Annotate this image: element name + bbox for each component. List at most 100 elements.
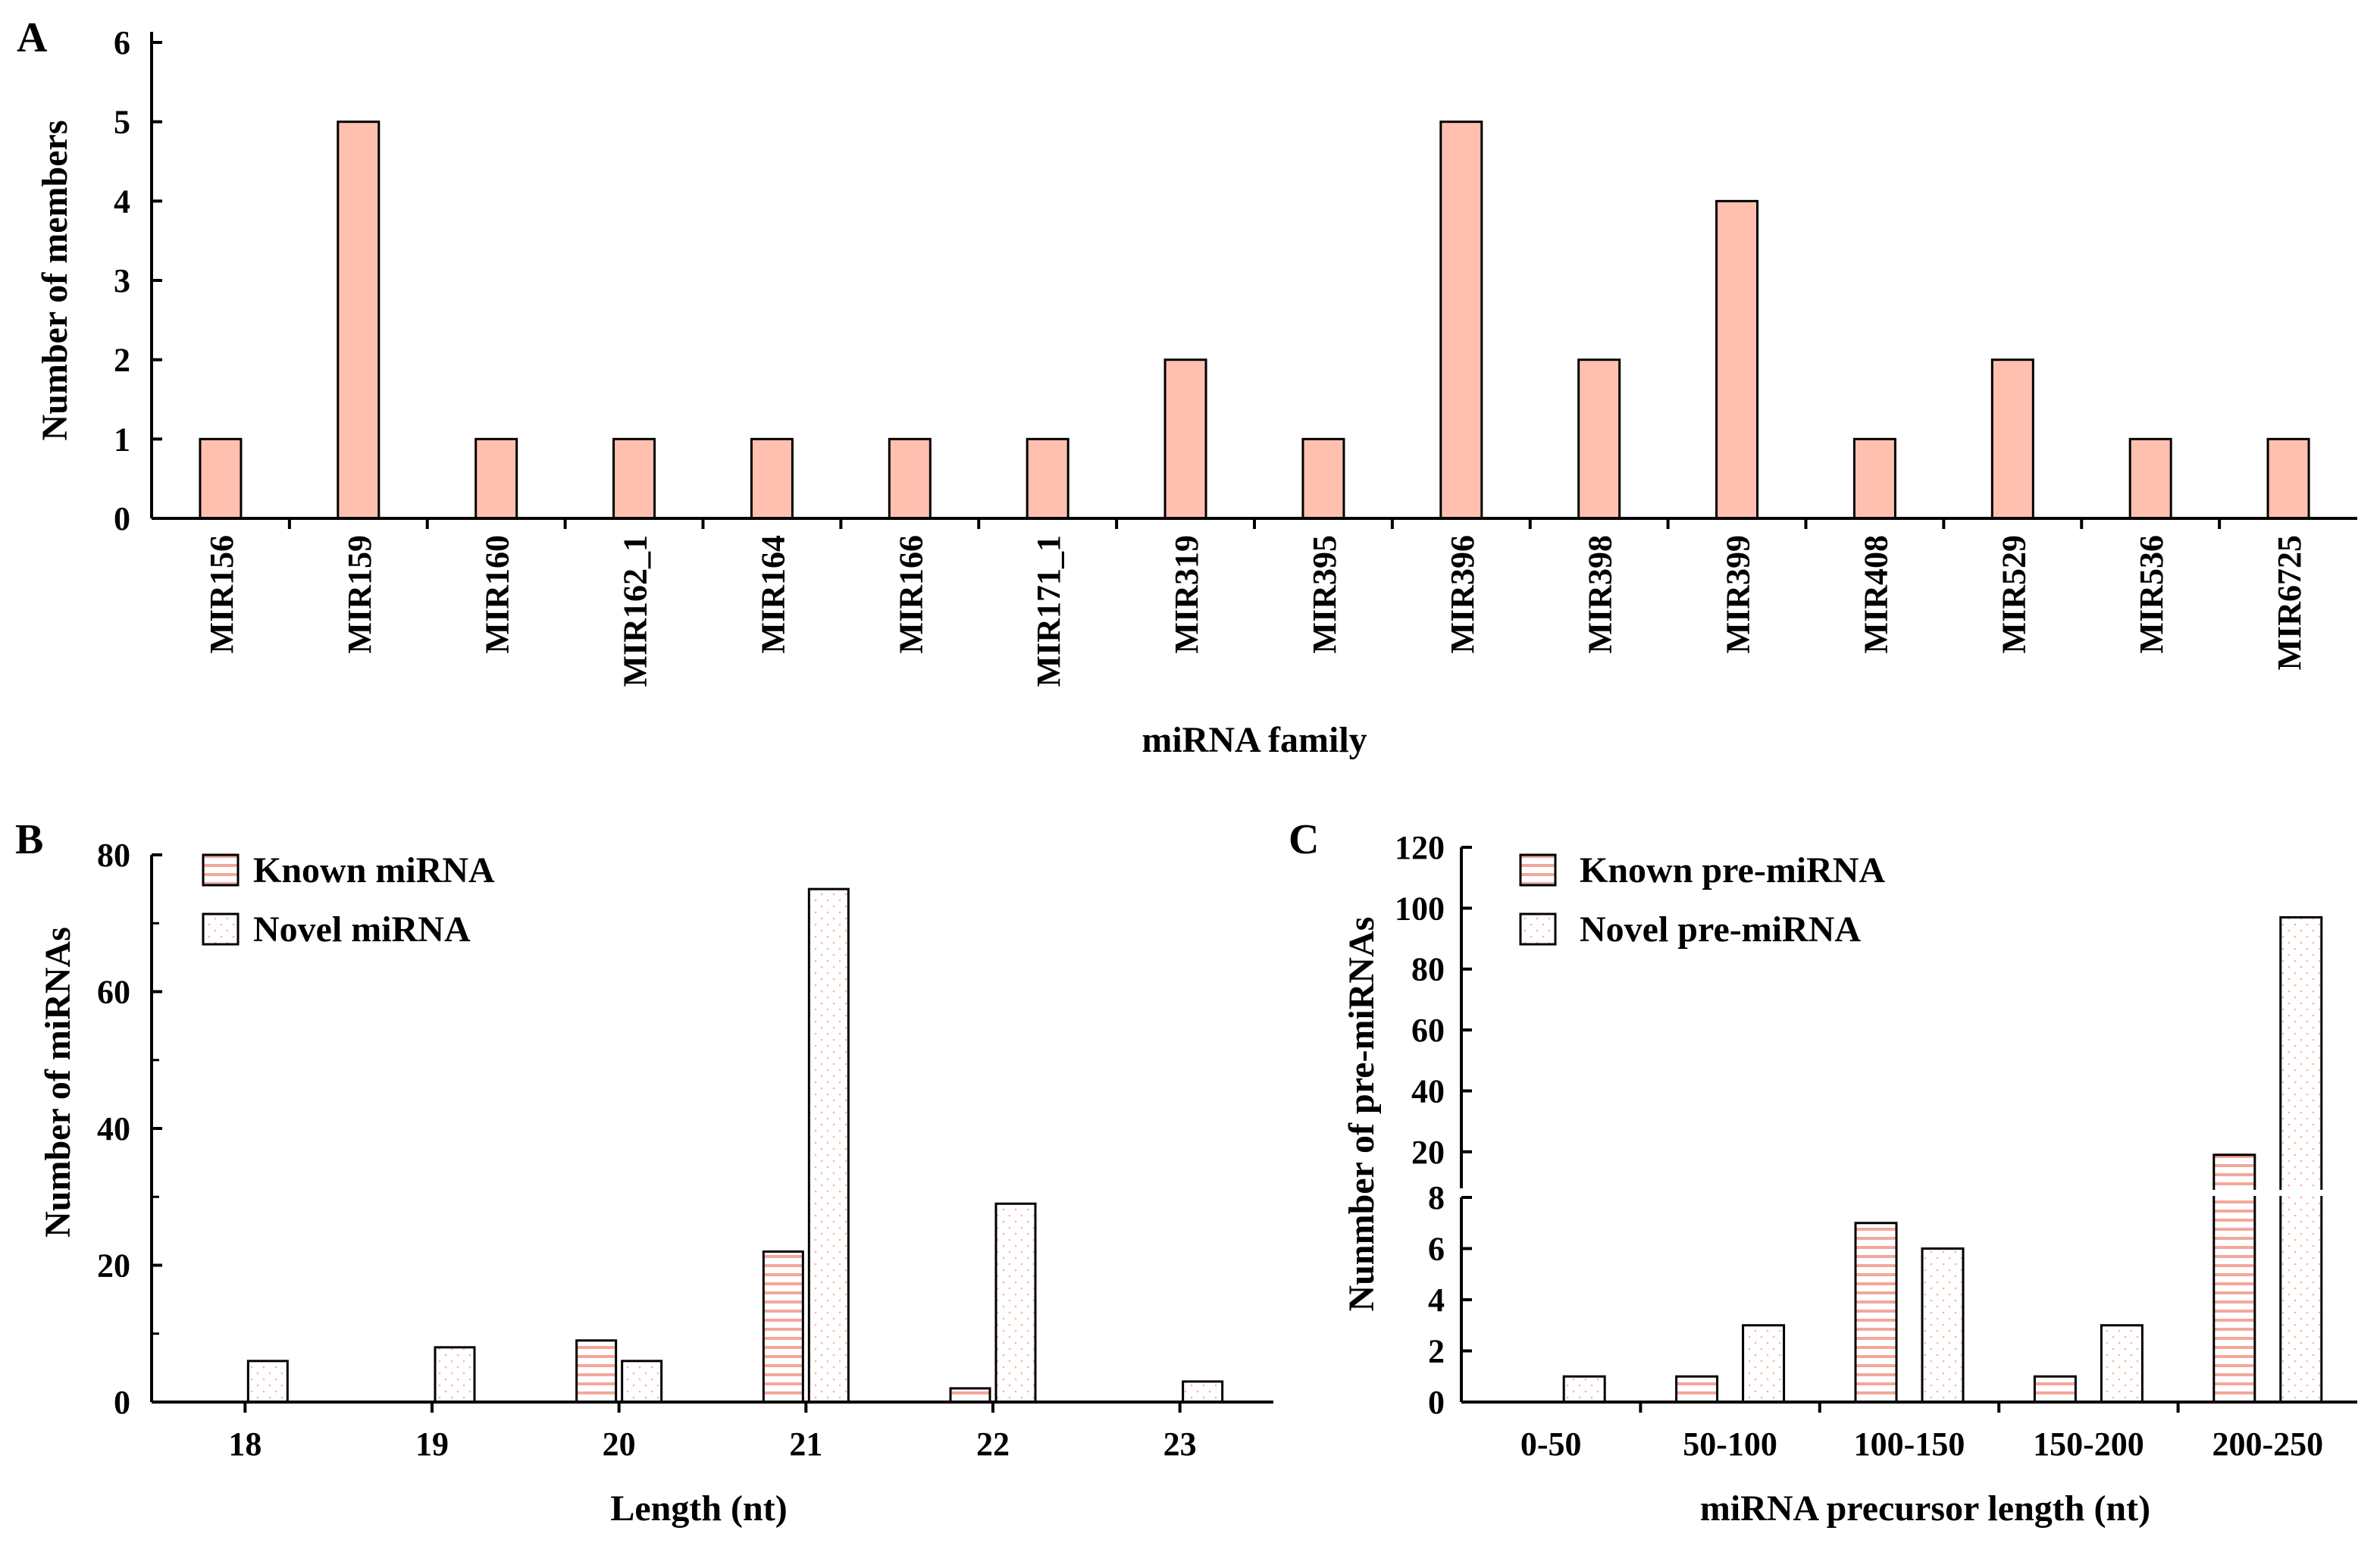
panel-a-bar (1852, 437, 1896, 520)
panel-a-x-tick-label: MIR319 (1168, 535, 1205, 653)
panel-c-bar-novel (1921, 1247, 1965, 1404)
panel-a-bars (199, 120, 2310, 520)
panel-c-y-title: Nunmber of pre-miRNAs (1342, 917, 1382, 1312)
panel-a-bar (1439, 120, 1483, 520)
panel-a-bar (612, 437, 656, 520)
panel-b-x-title: Length (nt) (610, 1488, 787, 1529)
panel-a-x-tick-label: MIR536 (2133, 535, 2170, 653)
panel-a-bar (1715, 199, 1759, 520)
panel-c-x-tick-label: 150-200 (2033, 1426, 2144, 1463)
panel-a-y-tick-label: 2 (114, 342, 130, 379)
panel-c-x-tick-label: 100-150 (1854, 1426, 1965, 1463)
panel-a-x-tick-label: MIR156 (203, 535, 240, 653)
panel-a-y-tick-label: 0 (114, 500, 130, 537)
panel-b-x-tick-label: 23 (1163, 1426, 1197, 1463)
panel-c-legend-known-label: Known pre-miRNA (1580, 850, 1885, 890)
panel-b-y-title: Number of miRNAs (38, 927, 78, 1238)
panel-a-y-tick-label: 5 (114, 104, 130, 141)
panel-c-bars (1562, 915, 2365, 1404)
panel-a-bar (199, 437, 243, 520)
panel-a-y-ticks: 0 1 2 3 4 5 6 (114, 24, 162, 537)
panel-b-x-tick-label: 21 (789, 1426, 822, 1463)
panel-c-bar-known (1675, 1375, 1719, 1404)
panel-b-bars (246, 887, 1224, 1404)
panel-a-bar (2266, 437, 2310, 520)
panel-b-bar-known (762, 1250, 804, 1404)
panel-a-y-tick-label: 4 (114, 183, 130, 220)
panel-a-y-tick-label: 6 (114, 24, 130, 61)
panel-c-y-tick-label: 20 (1411, 1134, 1445, 1171)
panel-b-y-tick-label: 0 (114, 1384, 130, 1421)
panel-a-x-tick-label: MIR529 (1995, 535, 2032, 653)
panel-c-legend-known-swatch (1519, 853, 1557, 887)
panel-b-y-ticks: 0 20 40 60 80 (97, 837, 162, 1421)
panel-c-y-tick-label: 40 (1411, 1072, 1445, 1110)
panel-c-y-tick-label: 120 (1395, 829, 1445, 866)
panel-c-axis-break-gap (2170, 1190, 2365, 1196)
panel-c-x-tick-label: 50-100 (1683, 1426, 1777, 1463)
panel-c-legend-novel-swatch (1519, 912, 1557, 946)
panel-c-bar-known (2033, 1375, 2077, 1404)
panel-b-x-tick-label: 18 (228, 1426, 261, 1463)
panel-c-bar-novel (2279, 915, 2323, 1404)
panel-c-bar-novel (2100, 1324, 2144, 1404)
panel-b-legend-known-swatch (202, 853, 240, 887)
panel-b: B 0 20 40 60 80 18 19 20 21 22 23 Known miRNA Nov… (15, 816, 1273, 1529)
panel-a-y-tick-label: 1 (114, 421, 130, 458)
panel-a-bar (2128, 437, 2172, 520)
panel-c-y-tick-label: 4 (1428, 1282, 1445, 1319)
panel-a-bar (1026, 437, 1069, 520)
panel-c-legend: Known pre-miRNA Novel pre-miRNA (1519, 850, 1885, 950)
panel-a-x-tick-label: MIR166 (892, 535, 929, 653)
panel-b-bar-known (949, 1387, 991, 1404)
panel-c-legend-novel-label: Novel pre-miRNA (1580, 909, 1861, 950)
panel-a-bar (1990, 358, 2034, 520)
panel-b-legend-novel-label: Novel miRNA (253, 909, 471, 950)
panel-a-x-tick-label: MIR395 (1306, 535, 1343, 653)
panel-c-x-tick-label: 200-250 (2212, 1426, 2323, 1463)
panel-b-y-tick-label: 80 (97, 837, 130, 874)
panel-a-x-tick-label: MIR159 (341, 535, 378, 653)
panel-b-y-tick-label: 20 (97, 1247, 130, 1285)
panel-c-label: C (1289, 816, 1319, 863)
panel-b-legend: Known miRNA Novel miRNA (202, 850, 495, 950)
panel-c-y-tick-label: 2 (1428, 1333, 1445, 1370)
panel-b-legend-known-label: Known miRNA (253, 850, 495, 890)
panel-a-x-tick-label: MIR6725 (2271, 535, 2308, 670)
panel-a-bar (474, 437, 518, 520)
panel-a-label: A (17, 14, 48, 61)
panel-a-x-tick-label: MIR398 (1582, 535, 1619, 653)
panel-c-y-ticks: 0 2 4 6 8 20 40 60 80 100 120 (1395, 829, 1472, 1421)
panel-b-x-tick-label: 22 (976, 1426, 1010, 1463)
panel-c-x-ticks: 0-50 50-100 100-150 150-200 200-250 (1520, 1402, 2323, 1463)
panel-c-y-tick-label: 80 (1411, 951, 1445, 988)
panel-a-x-tick-label: MIR162_1 (617, 535, 654, 687)
panel-a-x-ticks: MIR156 MIR159 MIR160 MIR162_1 MIR164 MIR166 MI… (203, 518, 2308, 687)
panel-b-bar-novel (994, 1202, 1037, 1404)
panel-c-y-tick-label: 6 (1428, 1231, 1445, 1268)
panel-b-x-ticks: 18 19 20 21 22 23 (228, 1402, 1197, 1463)
panel-a-bar (750, 437, 794, 520)
panel-a-x-tick-label: MIR396 (1444, 535, 1481, 653)
panel-b-y-tick-label: 40 (97, 1110, 130, 1147)
panel-c-bar-novel (1742, 1324, 1786, 1404)
panel-b-label: B (15, 816, 43, 863)
panel-a-bar (1301, 437, 1345, 520)
panel-c-y-tick-label: 0 (1428, 1384, 1445, 1421)
panel-a-y-title: Number of members (35, 120, 75, 440)
panel-b-bar-novel (434, 1346, 476, 1404)
panel-a-x-tick-label: MIR171_1 (1030, 535, 1067, 687)
panel-a-y-tick-label: 3 (114, 262, 130, 299)
panel-c-y-tick-label: 100 (1395, 890, 1445, 927)
panel-c-y-tick-label: 60 (1411, 1012, 1445, 1049)
panel-a: A 0 1 2 3 4 5 6 MIR156 MIR159 MIR160 MIR162_1 MIR1… (17, 14, 2357, 760)
panel-b-bar-novel (621, 1360, 663, 1404)
panel-a-bar (888, 437, 932, 520)
panel-c: C 0 2 4 6 8 20 40 60 80 100 120 0-50 50-100 100-150 1… (1289, 816, 2365, 1529)
panel-a-x-tick-label: MIR408 (1857, 535, 1894, 653)
panel-a-x-tick-label: MIR160 (479, 535, 516, 653)
panel-a-x-tick-label: MIR399 (1720, 535, 1757, 653)
panel-b-bar-novel (807, 887, 850, 1404)
panel-a-bar (337, 120, 380, 520)
panel-b-x-tick-label: 20 (603, 1426, 636, 1463)
